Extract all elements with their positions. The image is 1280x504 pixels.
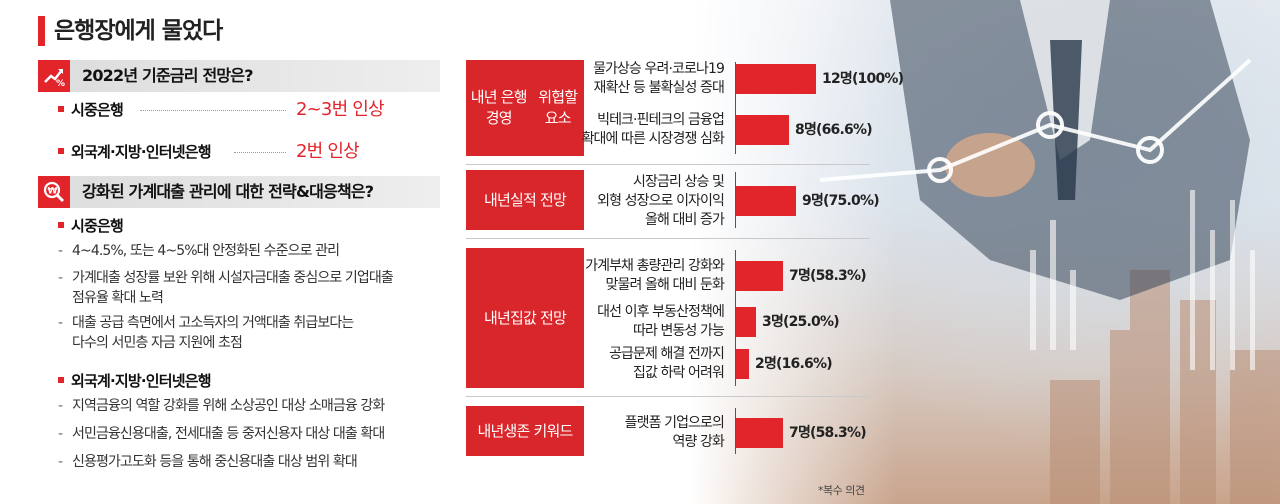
category-box: 내년 생존 키워드	[466, 406, 584, 456]
bar-reason-line: 공급문제 해결 전까지	[609, 346, 725, 362]
svg-text:%: %	[56, 79, 65, 88]
strategy-group-title: 시중은행	[58, 215, 124, 237]
bar-reason-line: 외형 성장으로 이자이익	[597, 192, 725, 209]
bar-reason-label: 물가상승 우려·코로나19 재확산 등 불확실성 증대	[593, 60, 725, 98]
bar-reason-line: 재확산 등 불확실성 증대	[593, 80, 725, 96]
category-label: 내년	[484, 190, 511, 209]
bar-value-label: 7명(58.3%)	[789, 268, 867, 284]
strategy-item-text: 신용평가고도화 등을 통해 중신용대출 대상 범위 확대	[72, 454, 358, 470]
bar	[736, 261, 783, 291]
leader-dots	[234, 152, 286, 153]
category-label: 내년 은행 경영	[470, 88, 528, 127]
bar	[736, 64, 816, 94]
strategy-item-text: 대출 공급 측면에서 고소득자의 거액대출 취급보다는	[72, 315, 354, 331]
strategy-item-text-cont: 점유율 확대 노력	[72, 290, 164, 306]
rate-row-label: 외국계·지방·인터넷은행	[58, 140, 212, 164]
footnote: *복수 의견	[818, 484, 865, 497]
bar-value-label: 12명(100%)	[822, 71, 904, 87]
rate-row-commercial-banks: 시중은행 2~3번 인상	[58, 98, 438, 122]
rate-row-foreign-regional-internet: 외국계·지방·인터넷은행 2번 인상	[58, 140, 438, 164]
section-strategy-header: ₩ 강화된 가계대출 관리에 대한 전략&대응책은?	[38, 176, 440, 208]
bar	[736, 186, 796, 216]
rate-row-value: 2번 인상	[296, 141, 360, 162]
strategy-item-text: 4~4.5%, 또는 4~5%대 안정화된 수준으로 관리	[72, 243, 340, 259]
bar-value-label: 7명(58.3%)	[789, 425, 867, 441]
bar-reason-line: 가계부채 총량관리 강화와	[585, 258, 725, 274]
strategy-item-text: 서민금융신용대출, 전세대출 등 중저신용자 대상 대출 확대	[72, 426, 385, 442]
rising-chart-percent-icon: %	[38, 60, 70, 92]
strategy-item: - 대출 공급 측면에서 고소득자의 거액대출 취급보다는 다수의 서민층 자금 지…	[58, 313, 438, 353]
bar	[736, 349, 749, 379]
bar-reason-line: 플랫폼 기업으로의	[624, 415, 725, 431]
bar-axis-line	[735, 250, 736, 386]
strategy-item: - 지역금융의 역할 강화를 위해 소상공인 대상 소매금융 강화	[58, 398, 385, 414]
bar-value-label: 8명(66.6%)	[795, 122, 873, 138]
bar-value-label: 3명(25.0%)	[762, 314, 840, 330]
title-accent-bar	[38, 16, 45, 46]
category-divider	[466, 396, 870, 397]
strategy-item-text: 가계대출 성장률 보완 위해 시설자금대출 중심으로 기업대출	[72, 270, 394, 286]
bar-reason-line: 따라 변동성 가능	[633, 323, 725, 339]
category-box: 내년 은행 경영 위협할 요소	[466, 60, 584, 156]
bullet-square-icon	[58, 221, 64, 228]
category-divider	[466, 164, 870, 165]
bar-value-label: 9명(75.0%)	[802, 193, 880, 209]
bar-reason-line: 역량 강화	[672, 434, 725, 450]
strategy-group-title-text: 외국계·지방·인터넷은행	[71, 372, 212, 390]
strategy-group-title: 외국계·지방·인터넷은행	[58, 370, 212, 392]
category-label: 내년	[477, 421, 505, 440]
bar-axis-line	[735, 408, 736, 454]
bar-reason-line: 시장금리 상승 및	[633, 173, 725, 190]
strategy-item: -4~4.5%, 또는 4~5%대 안정화된 수준으로 관리	[58, 243, 340, 259]
section-rate-outlook-header: % 2022년 기준금리 전망은?	[38, 60, 440, 92]
category-box: 내년 실적 전망	[466, 170, 584, 230]
strategy-item-text: 지역금융의 역할 강화를 위해 소상공인 대상 소매금융 강화	[72, 398, 385, 414]
bar-reason-line: 올해 대비 증가	[645, 211, 725, 228]
category-label: 집값 전망	[510, 308, 567, 327]
svg-text:₩: ₩	[48, 187, 58, 197]
strategy-item: - 서민금융신용대출, 전세대출 등 중저신용자 대상 대출 확대	[58, 426, 385, 442]
category-label: 내년	[484, 308, 511, 327]
bar-reason-line: 맞물려 올해 대비 둔화	[605, 277, 725, 293]
magnifier-won-icon: ₩	[38, 176, 70, 208]
bullet-square-icon	[58, 376, 64, 383]
category-box: 내년 집값 전망	[466, 248, 584, 388]
rate-row-label-text: 시중은행	[71, 101, 124, 119]
bar-reason-line: 물가상승 우려·코로나19	[593, 61, 725, 77]
category-label: 위협할 요소	[538, 88, 578, 127]
leader-dots	[140, 110, 286, 111]
bar-reason-line: 대선 이후 부동산정책에	[597, 304, 725, 320]
bar	[736, 418, 783, 448]
strategy-group-title-text: 시중은행	[71, 217, 124, 235]
bar-axis-line	[735, 172, 736, 228]
category-label: 실적 전망	[510, 190, 567, 209]
rate-row-label: 시중은행	[58, 98, 124, 122]
bar-axis-line	[735, 62, 736, 154]
bar-reason-line: 확대에 따른 시장경쟁 심화	[581, 131, 725, 147]
section-strategy-heading: 강화된 가계대출 관리에 대한 전략&대응책은?	[82, 182, 374, 201]
bar-value-label: 2명(16.6%)	[755, 356, 833, 372]
page-title: 은행장에게 물었다	[54, 18, 223, 44]
category-divider	[466, 238, 870, 239]
bar	[736, 115, 789, 145]
strategy-item: - 가계대출 성장률 보완 위해 시설자금대출 중심으로 기업대출 점유율 확대 노…	[58, 268, 438, 308]
category-label: 생존 키워드	[503, 421, 574, 440]
bullet-square-icon	[58, 147, 64, 154]
section-rate-outlook-heading: 2022년 기준금리 전망은?	[82, 66, 254, 85]
bar	[736, 307, 756, 337]
rate-row-label-text: 외국계·지방·인터넷은행	[71, 143, 212, 161]
strategy-item: - 신용평가고도화 등을 통해 중신용대출 대상 범위 확대	[58, 454, 358, 470]
strategy-item-text-cont: 다수의 서민층 자금 지원에 초점	[72, 335, 243, 351]
rate-row-value: 2~3번 인상	[296, 99, 385, 120]
bar-reason-line: 집값 하락 어려워	[633, 365, 725, 381]
bar-reason-line: 빅테크·핀테크의 금융업	[597, 112, 725, 128]
businessman-drawing-graph-icon	[819, 0, 1280, 504]
bullet-square-icon	[58, 105, 64, 112]
